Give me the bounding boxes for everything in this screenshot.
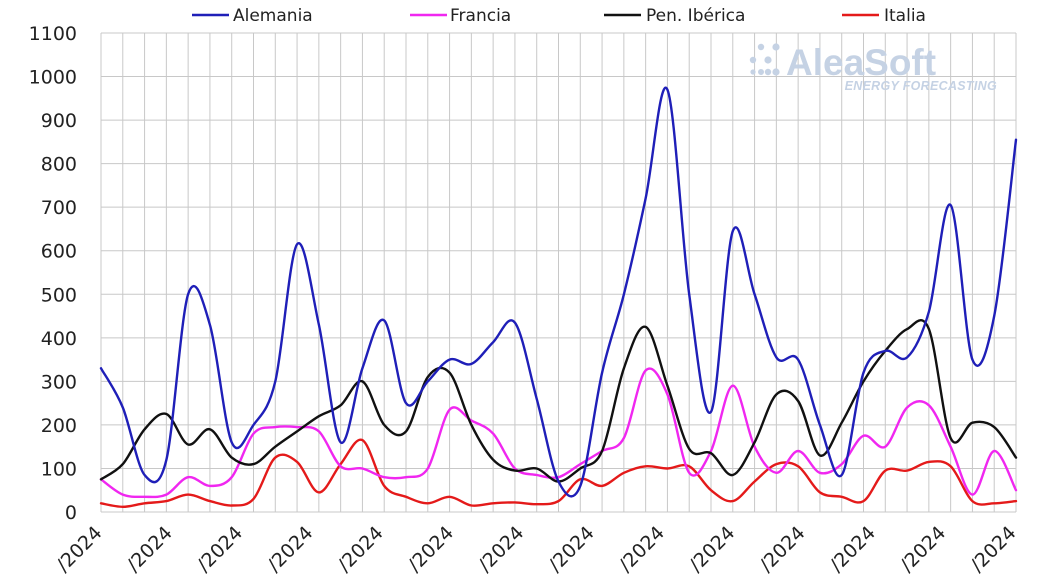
y-tick-label: 200 bbox=[41, 415, 77, 437]
legend-label: Alemania bbox=[233, 6, 313, 26]
watermark-brand: AleaSoft bbox=[786, 42, 936, 83]
watermark-dot bbox=[772, 68, 780, 76]
y-tick-label: 300 bbox=[41, 371, 77, 393]
watermark-dot bbox=[749, 56, 757, 64]
x-tick-label: /2024 bbox=[755, 522, 809, 576]
y-tick-label: 1100 bbox=[29, 23, 77, 45]
grid bbox=[100, 32, 1017, 513]
y-tick-label: 600 bbox=[41, 241, 77, 263]
watermark-dot bbox=[757, 43, 765, 51]
x-tick-label: /2024 bbox=[615, 522, 669, 576]
watermark-dot bbox=[764, 68, 772, 76]
y-tick-label: 500 bbox=[41, 284, 77, 306]
x-tick-label: /2024 bbox=[123, 522, 177, 576]
x-tick-label: /2024 bbox=[544, 522, 598, 576]
y-tick-label: 0 bbox=[65, 502, 77, 524]
legend-item-alemania: Alemania bbox=[192, 6, 313, 26]
x-tick-label: /2024 bbox=[263, 522, 317, 576]
x-tick-label: /2024 bbox=[333, 522, 387, 576]
legend-item-pen-ib-rica: Pen. Ibérica bbox=[604, 6, 745, 26]
y-tick-label: 900 bbox=[41, 110, 77, 132]
x-tick-label: /2024 bbox=[685, 522, 739, 576]
watermark-tagline: ENERGY FORECASTING bbox=[845, 79, 997, 93]
axes: 0 100 200 300 400 500 600 700 800 900 1000 1100/202… bbox=[29, 23, 1021, 576]
series-line-francia bbox=[99, 367, 1018, 499]
legend-item-francia: Francia bbox=[410, 6, 511, 26]
x-tick-label: /2024 bbox=[404, 522, 458, 576]
series-line-italia bbox=[99, 438, 1018, 508]
legend-label: Italia bbox=[884, 6, 926, 26]
series-line-alemania bbox=[99, 86, 1018, 498]
x-tick-label: /2024 bbox=[193, 522, 247, 576]
legend-label: Pen. Ibérica bbox=[646, 6, 745, 26]
x-tick-label: /2024 bbox=[896, 522, 950, 576]
y-tick-label: 800 bbox=[41, 154, 77, 176]
x-tick-label: /2024 bbox=[966, 522, 1020, 576]
watermark-dot bbox=[764, 56, 772, 64]
y-tick-label: 700 bbox=[41, 197, 77, 219]
series-line-pen-ib-rica bbox=[99, 319, 1018, 483]
legend: Alemania Francia Pen. Ibérica Italia bbox=[192, 6, 926, 26]
legend-item-italia: Italia bbox=[842, 6, 926, 26]
x-tick-label: /2024 bbox=[52, 522, 106, 576]
legend-label: Francia bbox=[450, 6, 511, 26]
x-tick-label: /2024 bbox=[474, 522, 528, 576]
x-tick-label: /2024 bbox=[826, 522, 880, 576]
y-tick-label: 100 bbox=[41, 458, 77, 480]
y-tick-label: 1000 bbox=[29, 67, 77, 89]
watermark-dot bbox=[772, 43, 780, 51]
watermark-dot bbox=[750, 69, 756, 75]
series-lines bbox=[99, 86, 1018, 508]
watermark-dot bbox=[758, 69, 764, 75]
y-tick-label: 400 bbox=[41, 328, 77, 350]
